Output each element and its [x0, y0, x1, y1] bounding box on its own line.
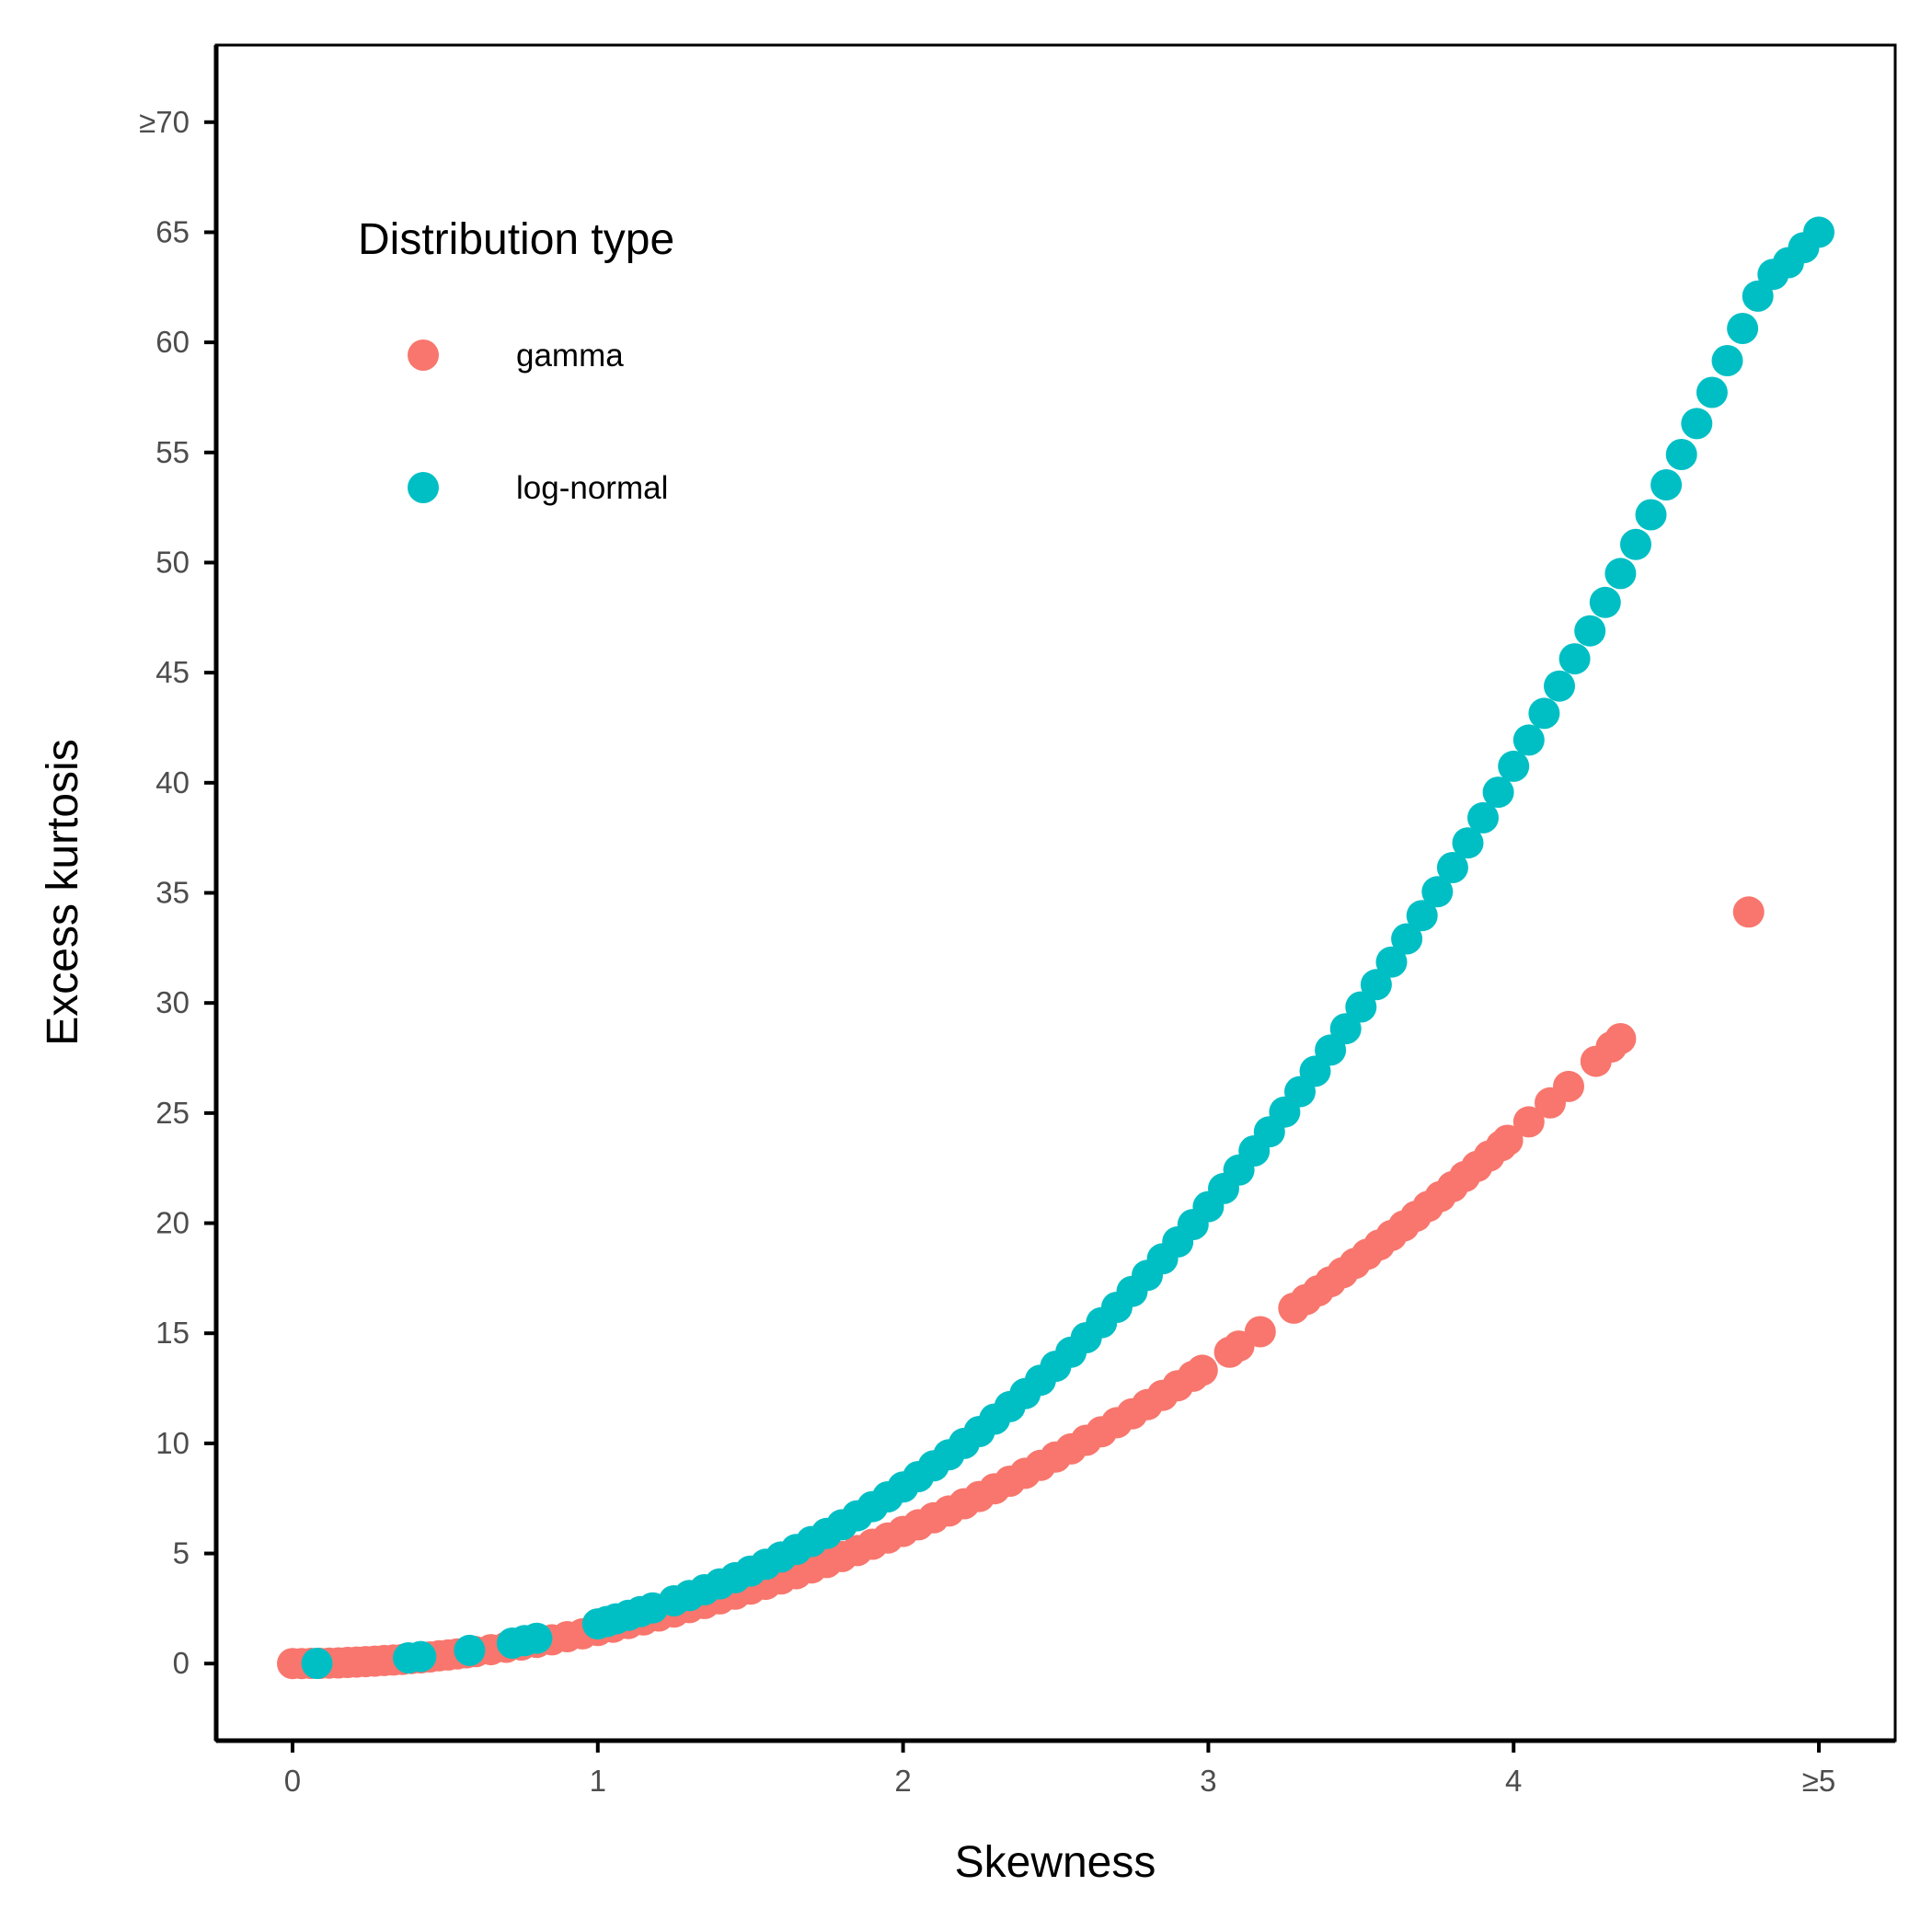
legend-key-gamma — [408, 339, 439, 371]
point-log-normal-75 — [1604, 558, 1637, 590]
y-tick-label-5: 25 — [155, 1096, 190, 1130]
point-log-normal-6 — [521, 1622, 553, 1654]
point-log-normal-60 — [1375, 946, 1408, 978]
y-tick-label-2: 10 — [155, 1426, 190, 1460]
point-log-normal-82 — [1711, 345, 1743, 376]
y-tick-label-8: 40 — [155, 765, 190, 799]
y-tick-label-1: 5 — [173, 1536, 190, 1570]
point-log-normal-72 — [1558, 643, 1591, 675]
x-ticks: 0 1 2 3 4 ≥5 — [284, 1741, 1835, 1798]
y-tick-label-6: 30 — [155, 985, 190, 1019]
legend-item-log-normal: log-normal — [408, 470, 668, 506]
point-log-normal-63 — [1421, 876, 1454, 908]
y-tick-label-7: 35 — [155, 876, 190, 910]
legend-title: Distribution type — [358, 215, 674, 264]
point-log-normal-2 — [405, 1640, 437, 1673]
y-tick-label-11: 55 — [155, 435, 190, 469]
legend-key-log-normal — [408, 472, 439, 503]
point-log-normal-84 — [1742, 280, 1774, 312]
legend: Distribution type gamma log-normal — [358, 215, 674, 506]
x-axis-title: Skewness — [955, 1838, 1156, 1887]
x-tick-label-1: 1 — [590, 1764, 606, 1798]
x-tick-label-0: 0 — [284, 1764, 301, 1798]
point-gamma-91 — [1512, 1106, 1545, 1138]
point-log-normal-74 — [1589, 586, 1621, 618]
legend-item-gamma: gamma — [408, 338, 624, 374]
point-log-normal-66 — [1467, 801, 1499, 834]
y-tick-label-0: 0 — [173, 1646, 190, 1680]
point-log-normal-73 — [1574, 615, 1606, 647]
point-log-normal-3 — [454, 1634, 486, 1666]
point-gamma-90 — [1491, 1124, 1524, 1156]
point-log-normal-57 — [1329, 1013, 1362, 1045]
point-log-normal-77 — [1635, 499, 1667, 531]
legend-label-log-normal: log-normal — [516, 470, 668, 506]
point-log-normal-69 — [1512, 724, 1545, 756]
point-log-normal-80 — [1681, 408, 1713, 440]
series-log-normal — [301, 216, 1834, 1679]
point-log-normal-68 — [1498, 750, 1530, 782]
point-log-normal-81 — [1696, 376, 1728, 408]
legend-label-gamma: gamma — [516, 338, 624, 374]
x-tick-label-4: 4 — [1505, 1764, 1522, 1798]
point-log-normal-83 — [1727, 313, 1759, 344]
point-gamma-97 — [1732, 896, 1765, 928]
x-tick-label-5: ≥5 — [1802, 1764, 1835, 1798]
plot-panel — [214, 43, 1897, 1742]
point-gamma-71 — [1244, 1316, 1276, 1348]
points-layer — [277, 216, 1834, 1680]
point-log-normal-71 — [1544, 670, 1575, 702]
point-log-normal-78 — [1650, 469, 1683, 500]
point-log-normal-61 — [1391, 923, 1423, 955]
point-gamma-68 — [1186, 1354, 1218, 1386]
point-log-normal-70 — [1528, 697, 1560, 730]
y-ticks: 0 5 10 15 20 25 30 35 40 45 50 55 60 65 ≥70 — [139, 105, 216, 1680]
y-tick-label-12: 60 — [155, 325, 190, 359]
y-tick-label-3: 15 — [155, 1316, 190, 1350]
y-tick-label-4: 20 — [155, 1206, 190, 1240]
point-log-normal-76 — [1620, 528, 1651, 560]
point-log-normal-58 — [1345, 991, 1377, 1023]
x-tick-label-2: 2 — [894, 1764, 911, 1798]
point-log-normal-62 — [1406, 900, 1438, 932]
y-tick-label-9: 45 — [155, 655, 190, 689]
x-tick-label-3: 3 — [1200, 1764, 1216, 1798]
point-log-normal-59 — [1360, 969, 1392, 1001]
y-tick-label-14: ≥70 — [139, 105, 190, 139]
y-tick-label-13: 65 — [155, 214, 190, 248]
y-axis-title: Excess kurtosis — [39, 739, 87, 1045]
point-gamma-93 — [1553, 1070, 1584, 1102]
point-log-normal-65 — [1452, 827, 1484, 859]
point-log-normal-88 — [1803, 216, 1834, 248]
point-log-normal-0 — [301, 1648, 333, 1679]
y-tick-label-10: 50 — [155, 545, 190, 579]
point-gamma-96 — [1604, 1023, 1637, 1054]
point-log-normal-79 — [1665, 439, 1697, 470]
point-log-normal-67 — [1482, 776, 1514, 809]
point-log-normal-64 — [1436, 852, 1468, 883]
